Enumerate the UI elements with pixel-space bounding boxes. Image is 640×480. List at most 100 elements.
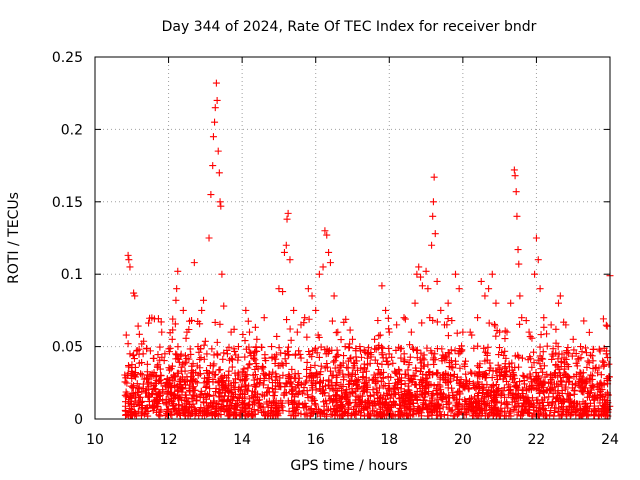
noise-point bbox=[129, 370, 137, 378]
noise-point bbox=[182, 334, 190, 342]
noise-point bbox=[315, 353, 323, 361]
noise-point bbox=[557, 377, 565, 385]
noise-point bbox=[476, 384, 484, 392]
noise-point bbox=[354, 385, 362, 393]
noise-point bbox=[155, 377, 163, 385]
noise-point bbox=[311, 361, 319, 369]
noise-point bbox=[223, 374, 231, 382]
noise-point bbox=[355, 383, 363, 391]
noise-point bbox=[599, 396, 607, 404]
data-point bbox=[417, 273, 425, 281]
noise-point bbox=[174, 369, 182, 377]
noise-point bbox=[153, 362, 161, 370]
noise-point bbox=[309, 395, 317, 403]
noise-point bbox=[381, 400, 389, 408]
noise-point bbox=[405, 392, 413, 400]
noise-point bbox=[461, 384, 469, 392]
noise-point bbox=[360, 382, 368, 390]
noise-point bbox=[291, 351, 299, 359]
data-point bbox=[220, 302, 228, 310]
noise-point bbox=[496, 412, 504, 420]
data-point bbox=[209, 162, 217, 170]
data-point bbox=[128, 374, 136, 382]
noise-point bbox=[520, 380, 528, 388]
noise-point bbox=[220, 403, 228, 411]
noise-point bbox=[348, 372, 356, 380]
noise-point bbox=[456, 395, 464, 403]
data-point bbox=[214, 147, 222, 155]
y-tick-label: 0 bbox=[74, 412, 83, 428]
noise-point bbox=[312, 379, 320, 387]
noise-point bbox=[331, 407, 339, 415]
data-point bbox=[279, 288, 287, 296]
noise-point bbox=[225, 356, 233, 364]
noise-point bbox=[344, 357, 352, 365]
noise-point bbox=[183, 377, 191, 385]
noise-point bbox=[173, 351, 181, 359]
noise-point bbox=[239, 331, 247, 339]
noise-point bbox=[251, 365, 259, 373]
noise-point bbox=[526, 382, 534, 390]
noise-point bbox=[546, 411, 554, 419]
noise-point bbox=[288, 400, 296, 408]
noise-point bbox=[491, 322, 499, 330]
noise-point bbox=[319, 386, 327, 394]
data-point bbox=[242, 306, 250, 314]
noise-point bbox=[378, 360, 386, 368]
noise-point bbox=[346, 377, 354, 385]
noise-point bbox=[244, 401, 252, 409]
noise-point bbox=[273, 372, 281, 380]
noise-point bbox=[150, 382, 158, 390]
noise-point bbox=[413, 347, 421, 355]
data-point bbox=[547, 321, 555, 329]
noise-point bbox=[144, 385, 152, 393]
noise-point bbox=[558, 387, 566, 395]
noise-point bbox=[406, 353, 414, 361]
noise-point bbox=[171, 373, 179, 381]
noise-point bbox=[456, 345, 464, 353]
data-point bbox=[315, 270, 323, 278]
noise-point bbox=[265, 375, 273, 383]
noise-point bbox=[303, 358, 311, 366]
data-point bbox=[429, 198, 437, 206]
noise-point bbox=[443, 400, 451, 408]
data-point bbox=[577, 343, 585, 351]
noise-point bbox=[121, 378, 129, 386]
noise-point bbox=[263, 400, 271, 408]
noise-point bbox=[433, 403, 441, 411]
noise-point bbox=[331, 357, 339, 365]
noise-point bbox=[595, 345, 603, 353]
noise-point bbox=[472, 397, 480, 405]
noise-point bbox=[531, 410, 539, 418]
noise-point bbox=[325, 346, 333, 354]
noise-point bbox=[600, 361, 608, 369]
noise-point bbox=[532, 384, 540, 392]
noise-point bbox=[379, 344, 387, 352]
noise-point bbox=[229, 356, 237, 364]
noise-point bbox=[492, 332, 500, 340]
noise-point bbox=[423, 344, 431, 352]
noise-point bbox=[585, 393, 593, 401]
noise-point bbox=[156, 412, 164, 420]
data-point bbox=[503, 328, 511, 336]
noise-point bbox=[438, 345, 446, 353]
noise-point bbox=[146, 347, 154, 355]
x-axis-label: GPS time / hours bbox=[290, 458, 407, 474]
noise-point bbox=[462, 411, 470, 419]
noise-point bbox=[564, 343, 572, 351]
noise-point bbox=[540, 404, 548, 412]
data-point bbox=[260, 314, 268, 322]
noise-point bbox=[276, 362, 284, 370]
noise-point bbox=[255, 400, 263, 408]
noise-point bbox=[268, 354, 276, 362]
noise-point bbox=[501, 363, 509, 371]
noise-point bbox=[180, 360, 188, 368]
data-point bbox=[312, 306, 320, 314]
noise-point bbox=[482, 393, 490, 401]
data-point bbox=[477, 277, 485, 285]
noise-point bbox=[516, 320, 524, 328]
noise-point bbox=[415, 407, 422, 415]
noise-point bbox=[421, 389, 429, 397]
noise-point bbox=[413, 395, 421, 403]
data-point bbox=[123, 372, 131, 380]
